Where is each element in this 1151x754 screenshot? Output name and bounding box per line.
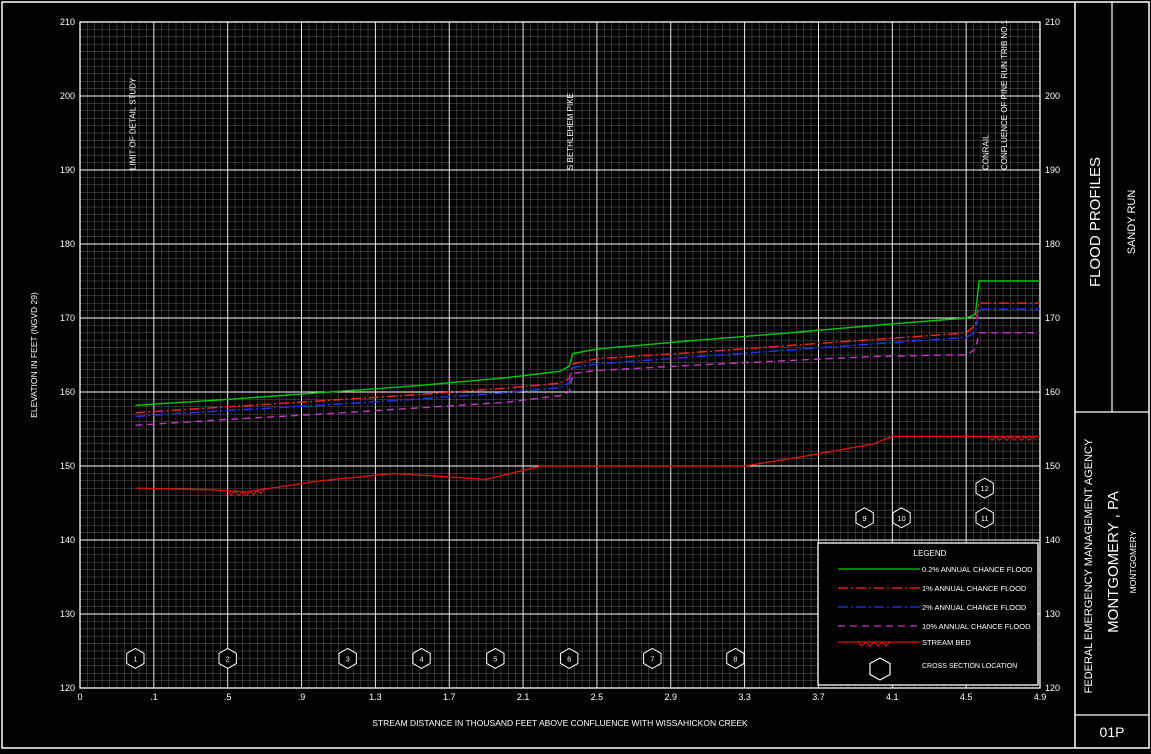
y-tick-label-left: 150	[60, 461, 75, 471]
x-tick-label: .5	[224, 692, 232, 702]
cross-section-label: 5	[493, 654, 497, 663]
y-axis-label: ELEVATION IN FEET (NGVD 29)	[29, 292, 39, 418]
x-tick-label: 2.9	[665, 692, 678, 702]
annotations: LIMIT OF DETAIL STUDY S BETHLEHEM PIKE CON…	[128, 19, 1008, 170]
stream-name: SANDY RUN	[1126, 190, 1138, 255]
series-layer	[135, 280, 1040, 497]
cross-section-hexagon-icon	[486, 647, 505, 669]
legend: LEGEND 0.2% ANNUAL CHANCE FLOOD 1% ANNUA…	[817, 542, 1039, 686]
y-tick-label-right: 200	[1045, 91, 1060, 101]
x-tick-label: .1	[150, 692, 158, 702]
series-line-2	[135, 308, 1040, 418]
x-axis-label: STREAM DISTANCE IN THOUSAND FEET ABOVE C…	[372, 718, 748, 728]
cross-section-hexagon-icon	[892, 507, 911, 529]
cross-section-hexagon-icon	[126, 647, 145, 669]
x-tick-label: 3.7	[812, 692, 825, 702]
x-tick-label: 0	[77, 692, 82, 702]
legend-hexagon-icon	[869, 657, 891, 681]
annotation-label: S BETHLEHEM PIKE	[566, 93, 575, 170]
x-tick-label: 2.1	[517, 692, 530, 702]
cross-section-label: 11	[981, 514, 989, 523]
y-tick-label-right: 140	[1045, 535, 1060, 545]
legend-title: LEGEND	[914, 549, 947, 558]
legend-label-1pct: 1% ANNUAL CHANCE FLOOD	[922, 584, 1027, 593]
cross-section-label: 2	[226, 654, 230, 663]
legend-label-cross-section: CROSS SECTION LOCATION	[922, 663, 1017, 670]
y-tick-label-right: 180	[1045, 239, 1060, 249]
series-line-1	[135, 302, 1040, 414]
profile-title: FLOOD PROFILES	[1087, 157, 1104, 287]
x-tick-label: 1.7	[443, 692, 456, 702]
cross-section-label: 1	[133, 654, 137, 663]
x-tick-label: 1.3	[369, 692, 382, 702]
y-tick-labels-left: 120 130 140 150 160 170 180 190 200 210	[60, 17, 75, 693]
y-tick-label-right: 130	[1045, 609, 1060, 619]
x-tick-label: 2.5	[591, 692, 604, 702]
x-tick-label: 3.3	[738, 692, 751, 702]
x-tick-label: .9	[298, 692, 306, 702]
cross-section-label: 9	[863, 514, 867, 523]
cross-section-hexagon-icon	[560, 647, 579, 669]
cross-section-label: 6	[567, 654, 571, 663]
legend-box	[817, 542, 1039, 686]
y-tick-label-left: 180	[60, 239, 75, 249]
stream-bed-hatch	[987, 435, 1037, 442]
community-name: MONTGOMERY	[1128, 530, 1138, 593]
cross-section-hexagon-icon	[412, 647, 431, 669]
y-tick-label-left: 120	[60, 683, 75, 693]
y-tick-label-right: 120	[1045, 683, 1060, 693]
panel-number: 01P	[1100, 724, 1125, 740]
cross-section-hexagon-icon	[855, 507, 874, 529]
agency-name: FEDERAL EMERGENCY MANAGEMENT AGENCY	[1083, 438, 1095, 693]
cross-section-label: 7	[650, 654, 654, 663]
x-tick-labels: 0 .1 .5 .9 1.3 1.7 2.1 2.5 2.9 3.3 3.7 4.1 4.5 4.9	[77, 692, 1046, 702]
county-name: MONTGOMERY , PA	[1105, 491, 1122, 633]
y-tick-label-right: 190	[1045, 165, 1060, 175]
cross-section-hexagon-icon	[975, 477, 994, 499]
y-tick-label-right: 210	[1045, 17, 1060, 27]
legend-label-0-2pct: 0.2% ANNUAL CHANCE FLOOD	[922, 565, 1033, 574]
y-tick-label-left: 160	[60, 387, 75, 397]
stream-bed-hatch	[227, 488, 266, 497]
annotation-label: LIMIT OF DETAIL STUDY	[128, 77, 137, 170]
cross-section-label: 10	[897, 514, 905, 523]
y-tick-label-right: 170	[1045, 313, 1060, 323]
cross-section-label: 4	[419, 654, 423, 663]
annotation-label: CONFLUENCE OF PINE RUN TRIB NO.1	[1000, 19, 1009, 170]
cross-section-label: 3	[346, 654, 350, 663]
legend-label-stream-bed: STREAM BED	[922, 638, 971, 647]
legend-stream-bed-hatch	[857, 641, 891, 647]
y-tick-label-left: 210	[60, 17, 75, 27]
cross-section-hexagon-icon	[218, 647, 237, 669]
cross-section-hexagon-icon	[338, 647, 357, 669]
y-tick-label-right: 150	[1045, 461, 1060, 471]
y-tick-label-left: 140	[60, 535, 75, 545]
y-tick-label-left: 170	[60, 313, 75, 323]
x-tick-label: 4.9	[1034, 692, 1047, 702]
legend-label-10pct: 10% ANNUAL CHANCE FLOOD	[922, 622, 1031, 631]
series-line-3	[135, 332, 1040, 426]
legend-label-2pct: 2% ANNUAL CHANCE FLOOD	[922, 603, 1027, 612]
cross-section-label: 8	[733, 654, 737, 663]
annotation-label: CONRAIL	[981, 134, 990, 170]
cross-section-label: 12	[980, 484, 988, 493]
cross-section-hexagon-icon	[975, 507, 994, 529]
plot-frame	[79, 21, 1041, 689]
series-line-4	[135, 435, 1040, 493]
y-tick-label-left: 190	[60, 165, 75, 175]
y-tick-labels-right: 120 130 140 150 160 170 180 190 200 210	[1045, 17, 1060, 693]
cross-section-hexagon-icon	[726, 647, 745, 669]
y-tick-label-left: 130	[60, 609, 75, 619]
x-tick-label: 4.1	[886, 692, 899, 702]
x-tick-label: 4.5	[960, 692, 973, 702]
y-tick-label-left: 200	[60, 91, 75, 101]
series-line-0	[135, 280, 1040, 406]
cross-section-hexagon-icon	[643, 647, 662, 669]
y-tick-label-right: 160	[1045, 387, 1060, 397]
